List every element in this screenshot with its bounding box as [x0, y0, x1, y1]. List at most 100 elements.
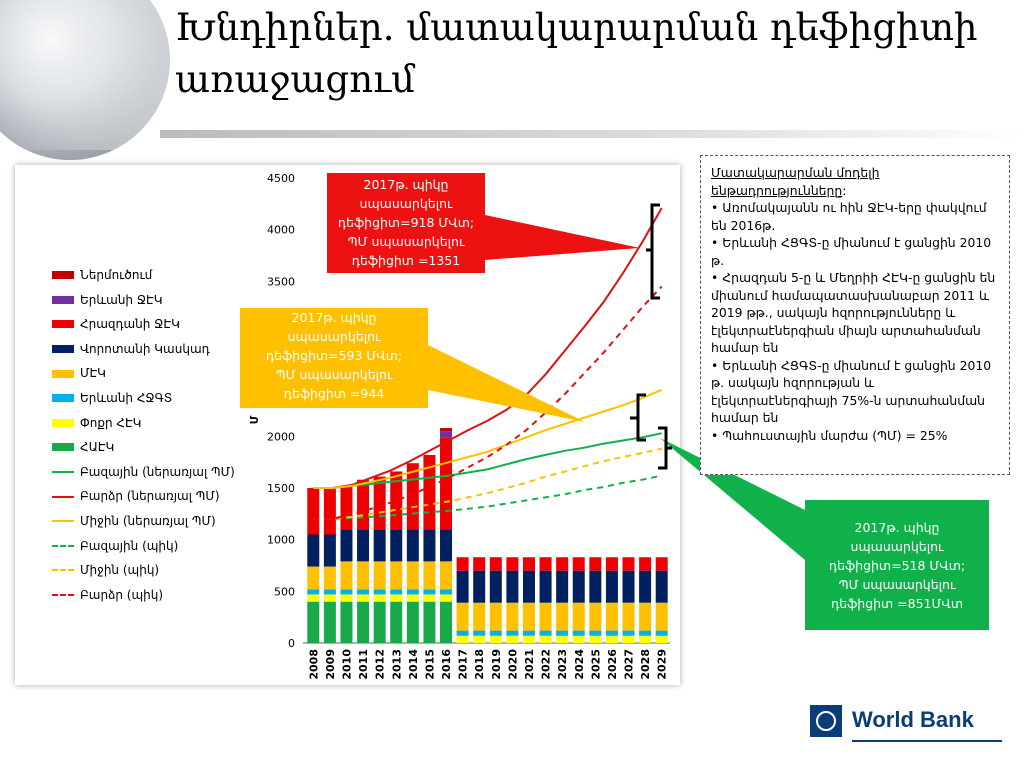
legend-swatch: [52, 320, 74, 329]
x-tick-label: 2019: [490, 649, 503, 680]
x-tick-label: 2011: [357, 649, 370, 680]
x-tick-label: 2009: [324, 649, 337, 680]
y-tick-label: 4000: [267, 224, 295, 237]
x-tick-label: 2010: [340, 649, 353, 680]
green-bracket: [658, 426, 672, 470]
legend-swatch: [52, 369, 74, 378]
y-tick-label: 2000: [267, 430, 295, 443]
callout-high-pointer: [485, 215, 640, 260]
bar-segment: [440, 428, 453, 432]
bar-segment: [307, 534, 320, 567]
x-tick-label: 2023: [556, 649, 569, 680]
bar-segment: [589, 630, 602, 636]
x-tick-label: 2016: [440, 649, 453, 680]
legend-item: Բազային (ներառյալ ՊՄ): [52, 460, 235, 485]
bar-segment: [589, 570, 602, 603]
bar-segment: [406, 561, 419, 590]
series-line: [313, 388, 663, 489]
bar-segment: [390, 601, 403, 643]
assumption-item: • Առոմակայանն ու հին ՋԷԿ-երը փակվում են …: [711, 200, 987, 233]
y-tick-label: 3500: [267, 275, 295, 288]
legend-label: Հրազդանի ՋԷԿ: [80, 317, 180, 332]
bar-segment: [572, 557, 585, 571]
bar-segment: [323, 601, 336, 643]
bar-segment: [473, 635, 486, 643]
bar-segment: [390, 594, 403, 602]
legend-swatch: [52, 394, 74, 403]
bar-segment: [307, 589, 320, 595]
legend-item: Ներմուծում: [52, 263, 235, 288]
bar-segment: [655, 557, 668, 571]
callout-medium-line: ՊՄ սպասարկելու: [275, 367, 393, 382]
x-tick-label: 2021: [523, 649, 536, 680]
callout-high-line: դեֆիցիտ =1351: [351, 253, 461, 268]
assumptions-heading-colon: :: [842, 182, 847, 198]
red-bracket: [646, 203, 660, 300]
bar-segment: [423, 601, 436, 643]
bar-segment: [655, 602, 668, 631]
bar-segment: [473, 570, 486, 603]
assumption-item: • Պահուստային մարժա (ՊՄ) = 25%: [711, 427, 948, 443]
bar-segment: [340, 601, 353, 643]
bar-segment: [373, 589, 386, 595]
series-line: [313, 207, 663, 489]
bar-segment: [556, 602, 569, 631]
bar-segment: [357, 529, 370, 562]
bar-segment: [489, 570, 502, 603]
bar-segment: [440, 437, 453, 530]
bar-segment: [522, 630, 535, 636]
legend-swatch: [52, 295, 74, 304]
x-tick-label: 2017: [457, 649, 470, 680]
legend-swatch: [52, 345, 74, 354]
callout-high-line: սպասարկելու: [359, 196, 453, 211]
bar-segment: [639, 557, 652, 571]
bar-segment: [423, 529, 436, 562]
bar-segment: [406, 529, 419, 562]
bar-segment: [605, 557, 618, 571]
bar-segment: [489, 602, 502, 631]
bar-segment: [639, 630, 652, 636]
title-underline: [160, 130, 1024, 138]
callout-base-pointer: [660, 438, 805, 560]
legend-swatch: [52, 544, 74, 547]
legend-label: Բազային (ներառյալ ՊՄ): [80, 464, 235, 479]
bar-segment: [423, 594, 436, 602]
bar-segment: [539, 635, 552, 643]
assumptions-box: Մատակարարման մոդելի ենթադրությունները: •…: [700, 155, 1010, 475]
bar-segment: [489, 630, 502, 636]
bar-segment: [440, 431, 453, 438]
callout-high-line: ՊՄ սպասարկելու: [347, 234, 465, 249]
bar-segment: [406, 601, 419, 643]
callout-medium-line: դեֆիցիտ=593 ՄՎտ;: [265, 348, 403, 363]
bar-segment: [473, 630, 486, 636]
bar-segment: [539, 602, 552, 631]
bar-segment: [307, 566, 320, 590]
bar-segment: [340, 589, 353, 595]
series-line: [313, 432, 662, 489]
callout-high: 2017թ. պիկը սպասարկելու դեֆիցիտ=918 ՄՎտ;…: [327, 173, 485, 273]
bar-segment: [373, 594, 386, 602]
bar-segment: [340, 529, 353, 562]
bar-segment: [390, 589, 403, 595]
legend-item: Միջին (պիկ): [52, 558, 235, 583]
bar-segment: [357, 594, 370, 602]
x-tick-label: 2008: [307, 649, 320, 680]
bar-segment: [539, 570, 552, 603]
bar-segment: [556, 570, 569, 603]
callout-base-line: ՊՄ սպասարկելու: [838, 576, 956, 592]
callout-base: 2017թ. պիկը սպասարկելու դեֆիցիտ=518 ՄՎտ;…: [805, 500, 989, 630]
callout-medium-line: սպասարկելու: [287, 329, 381, 344]
world-bank-emblem-icon: [810, 705, 842, 737]
bar-segment: [456, 570, 469, 603]
x-tick-label: 2028: [639, 649, 652, 680]
legend-label: Երևանի ՋԷԿ: [80, 292, 163, 307]
bar-segment: [340, 594, 353, 602]
legend-label: Երևանի ՀՋԳՏ: [80, 390, 173, 405]
bar-segment: [622, 570, 635, 603]
legend-item: Միջին (ներառյալ ՊՄ): [52, 509, 235, 534]
chart-legend: Ներմուծում Երևանի ՋԷԿ Հրազդանի ՋԷԿ Վորոտանի…: [52, 263, 235, 607]
callout-medium-line: 2017թ. պիկը: [291, 310, 377, 325]
bar-segment: [556, 557, 569, 571]
world-bank-logo: World Bank: [808, 703, 1002, 743]
